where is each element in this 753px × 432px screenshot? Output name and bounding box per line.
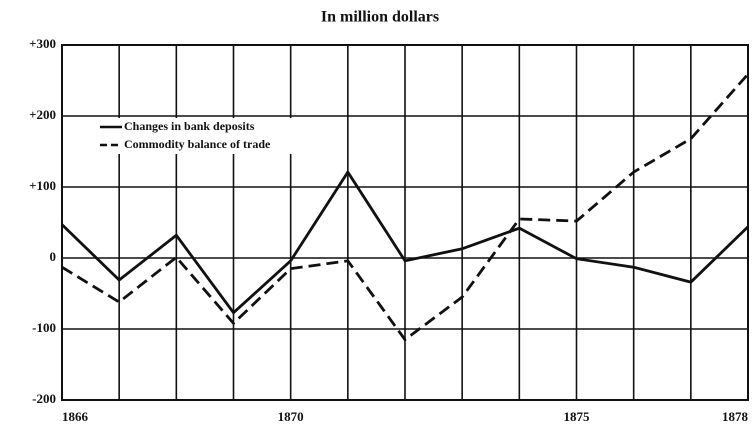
series-line (61, 169, 749, 315)
x-tick-label: 1875 (564, 409, 591, 424)
y-tick-label: -100 (32, 320, 56, 335)
y-tick-label: +300 (29, 36, 56, 51)
x-tick-label: 1870 (278, 409, 304, 424)
x-tick-label: 1866 (62, 409, 89, 424)
y-tick-label: -200 (32, 391, 56, 406)
legend-box (96, 118, 346, 154)
legend-label: Changes in bank deposits (124, 119, 255, 133)
y-tick-label: 0 (50, 249, 57, 264)
legend-label: Commodity balance of trade (124, 137, 271, 151)
chart-title: In million dollars (321, 9, 439, 26)
y-tick-label: +200 (29, 107, 56, 122)
plot-frame (61, 44, 749, 401)
series-line (61, 73, 750, 342)
y-tick-label: +100 (29, 178, 56, 193)
x-tick-label: 1878 (722, 409, 749, 424)
